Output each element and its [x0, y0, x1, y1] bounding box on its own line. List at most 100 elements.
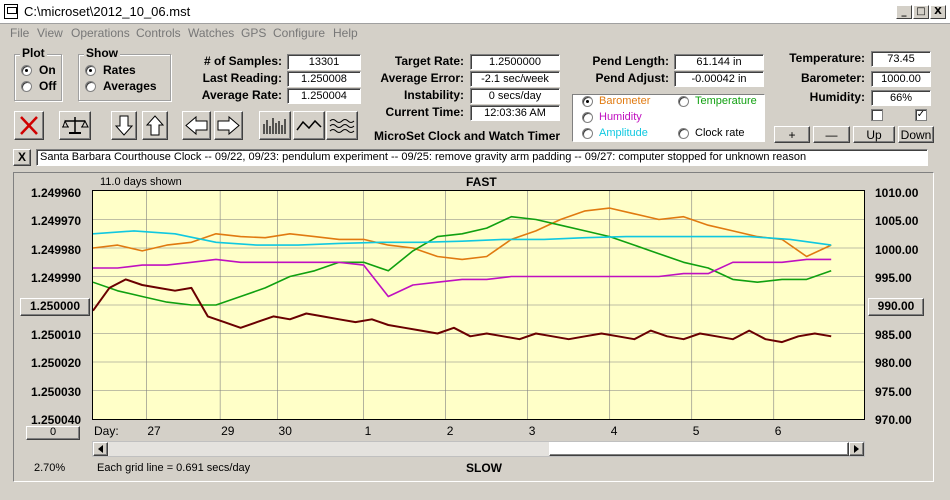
day-tick-label: 6: [774, 424, 782, 438]
scale-minus-button[interactable]: —: [813, 126, 850, 143]
grid-note-label: Each grid line = 0.691 secs/day: [97, 462, 251, 474]
last-reading-label: Last Reading:: [202, 71, 282, 85]
instability-label: Instability:: [403, 88, 464, 102]
menu-watches[interactable]: Watches: [188, 26, 235, 40]
plot-on-radio[interactable]: [21, 65, 32, 76]
scroll-up-button[interactable]: [142, 111, 168, 140]
right-tick-1: 1005.00: [875, 214, 919, 228]
scale-down-button[interactable]: Down: [898, 126, 934, 143]
days-shown-label: 11.0 days shown: [100, 176, 182, 188]
right-tick-7: 975.00: [875, 385, 912, 399]
slow-label: SLOW: [466, 461, 502, 475]
horizontal-scrollbar[interactable]: [92, 441, 865, 457]
temperature-option-label: Temperature: [695, 95, 757, 107]
arrow-up-icon: [145, 115, 165, 136]
show-group-title: Show: [84, 46, 120, 60]
menu-operations[interactable]: Operations: [71, 26, 130, 40]
left-value-button[interactable]: 1.250000: [20, 298, 90, 316]
wave-view-button[interactable]: [326, 111, 358, 140]
plot-group-title: Plot: [20, 46, 47, 60]
window-title: C:\microset\2012_10_06.mst: [24, 4, 191, 19]
plot-on-label: On: [39, 63, 56, 77]
day-tick-label: 5: [692, 424, 700, 438]
amplitude-option-label: Amplitude: [599, 127, 648, 139]
scroll-down-button[interactable]: [111, 111, 137, 140]
scroll-right-arrow[interactable]: [849, 442, 864, 456]
scroll-left-button[interactable]: [182, 111, 211, 140]
left-tick-6: 1.250020: [31, 356, 82, 370]
title-bar: C:\microset\2012_10_06.mst _ □ X: [0, 0, 950, 24]
notes-field[interactable]: Santa Barbara Courthouse Clock -- 09/22,…: [36, 149, 928, 166]
menu-gps[interactable]: GPS: [241, 26, 267, 40]
day-tick-label: 1: [364, 424, 372, 438]
pend-adjust-label: Pend Adjust:: [595, 71, 669, 85]
scroll-track[interactable]: [109, 442, 549, 456]
scroll-thumb[interactable]: [549, 442, 849, 456]
right-tick-3: 995.00: [875, 271, 912, 285]
option-checkbox-2[interactable]: ✓: [915, 109, 927, 121]
temperature-label: Temperature:: [789, 51, 865, 65]
menu-view[interactable]: View: [37, 26, 63, 40]
plot-off-radio[interactable]: [21, 81, 32, 92]
menu-configure[interactable]: Configure: [273, 26, 326, 40]
triangle-left-icon: [98, 445, 103, 453]
day-tick-label: 3: [528, 424, 536, 438]
scroll-right-button[interactable]: [214, 111, 243, 140]
humidity-option-label: Humidity: [599, 111, 642, 123]
arrow-left-icon: [185, 115, 208, 136]
chart-plot: [92, 190, 865, 420]
show-averages-radio[interactable]: [85, 81, 96, 92]
arrow-right-icon: [217, 115, 240, 136]
humidity-field: 66%: [871, 90, 931, 106]
left-tick-7: 1.250030: [31, 385, 82, 399]
bottom-left-button[interactable]: 0: [26, 426, 80, 440]
menu-file[interactable]: File: [10, 26, 30, 40]
show-rates-label: Rates: [103, 63, 136, 77]
barometer-field: 1000.00: [871, 71, 931, 87]
chart-area: [13, 172, 934, 482]
barometer-radio[interactable]: [582, 96, 593, 107]
day-tick-label: 2: [446, 424, 454, 438]
clock-rate-option-label: Clock rate: [695, 127, 745, 139]
temperature-radio[interactable]: [678, 96, 689, 107]
app-caption: MicroSet Clock and Watch Timer: [374, 129, 561, 143]
humidity-radio[interactable]: [582, 112, 593, 123]
scroll-left-arrow[interactable]: [93, 442, 108, 456]
left-tick-1: 1.249970: [31, 214, 82, 228]
scale-plus-button[interactable]: +: [774, 126, 810, 143]
target-rate-label: Target Rate:: [394, 54, 464, 68]
right-tick-0: 1010.00: [875, 186, 919, 200]
amplitude-radio[interactable]: [582, 128, 593, 139]
notes-close-button[interactable]: X: [13, 149, 31, 166]
series-barometer: [92, 207, 832, 261]
right-tick-5: 985.00: [875, 328, 912, 342]
pend-length-field[interactable]: 61.144 in: [674, 54, 764, 70]
right-value-button[interactable]: 990.00: [868, 298, 924, 316]
close-button[interactable]: X: [930, 5, 946, 19]
menu-help[interactable]: Help: [333, 26, 358, 40]
target-rate-field[interactable]: 1.2500000: [470, 54, 560, 70]
line-view-button[interactable]: [293, 111, 325, 140]
app-icon[interactable]: [4, 4, 18, 19]
plot-group: [14, 54, 62, 101]
calibrate-button[interactable]: [59, 111, 91, 140]
temperature-field: 73.45: [871, 51, 931, 67]
current-time-field: 12:03:36 AM: [470, 105, 560, 121]
series-clock-rate: [92, 278, 832, 344]
day-tick-label: 29: [221, 424, 235, 438]
stop-button[interactable]: [14, 111, 44, 140]
pend-adjust-field: -0.00042 in: [674, 71, 764, 87]
option-checkbox-1[interactable]: [871, 109, 883, 121]
maximize-button[interactable]: □: [913, 5, 929, 19]
instability-field: 0 secs/day: [470, 88, 560, 104]
menu-controls[interactable]: Controls: [136, 26, 181, 40]
line-graph-icon: [296, 119, 322, 131]
minimize-button[interactable]: _: [896, 5, 912, 19]
show-rates-radio[interactable]: [85, 65, 96, 76]
scale-up-button[interactable]: Up: [853, 126, 895, 143]
right-tick-8: 970.00: [875, 413, 912, 427]
barometer-label: Barometer:: [800, 71, 865, 85]
histogram-view-button[interactable]: [259, 111, 291, 140]
series-temperature: [92, 215, 832, 306]
clock-rate-radio[interactable]: [678, 128, 689, 139]
